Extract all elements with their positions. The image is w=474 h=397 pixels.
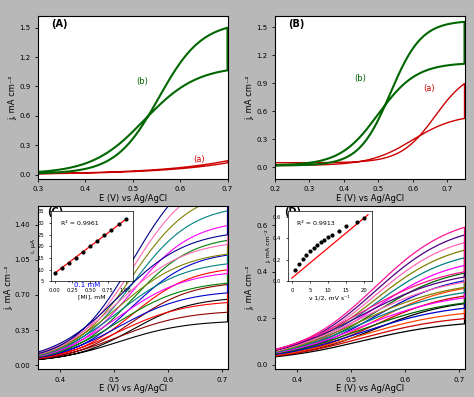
Y-axis label: j, mA cm⁻²: j, mA cm⁻² [246,266,255,310]
Text: 1 mM: 1 mM [74,236,93,242]
Y-axis label: j, mA cm⁻²: j, mA cm⁻² [246,75,255,119]
Text: 0.1 mM: 0.1 mM [74,281,100,287]
Text: (b): (b) [355,74,366,83]
Text: (b): (b) [137,77,148,86]
X-axis label: E (V) vs Ag/AgCl: E (V) vs Ag/AgCl [336,384,404,393]
Y-axis label: j, mA cm⁻²: j, mA cm⁻² [4,266,13,310]
X-axis label: E (V) vs Ag/AgCl: E (V) vs Ag/AgCl [99,384,167,393]
Text: (a): (a) [423,84,435,93]
Text: (a): (a) [193,155,205,164]
X-axis label: E (V) vs Ag/AgCl: E (V) vs Ag/AgCl [99,194,167,203]
X-axis label: E (V) vs Ag/AgCl: E (V) vs Ag/AgCl [336,194,404,203]
Text: (B): (B) [288,19,305,29]
Text: (D): (D) [284,206,301,217]
Text: (C): (C) [47,206,64,217]
Text: (A): (A) [51,19,68,29]
Y-axis label: j, mA cm⁻²: j, mA cm⁻² [9,75,18,119]
